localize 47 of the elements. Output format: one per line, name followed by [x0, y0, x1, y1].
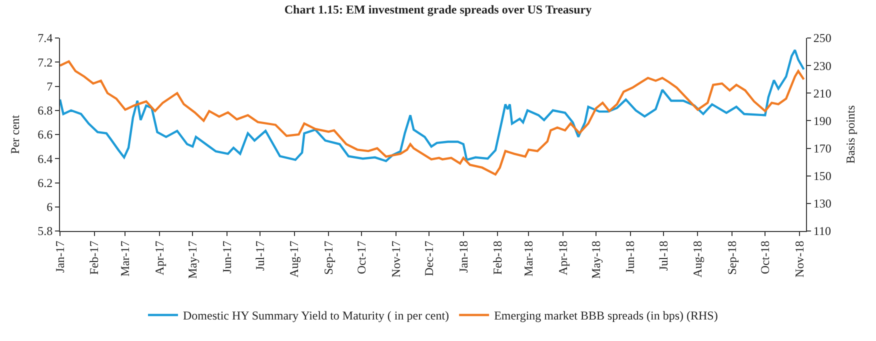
- x-tick-label: Jul-18: [656, 240, 670, 271]
- x-tick-label: Apr-17: [152, 240, 166, 276]
- x-tick-label: Aug-17: [287, 240, 302, 278]
- y-axis-title: Per cent: [8, 114, 22, 154]
- y-tick-label: 5.8: [38, 224, 53, 238]
- y-tick-label: 6.4: [38, 152, 53, 166]
- y2-tick-label: 170: [813, 141, 832, 156]
- y2-tick-label: 110: [813, 224, 831, 238]
- y-tick-label: 6.6: [38, 128, 53, 142]
- y2-axis-title: Basis points: [843, 105, 858, 164]
- legend-label: Emerging market BBB spreads (in bps) (RHS): [494, 308, 718, 323]
- x-tick-label: Apr-18: [556, 240, 570, 276]
- y-tick-label: 7.4: [38, 31, 53, 46]
- y2-tick-label: 230: [813, 58, 832, 73]
- x-tick-label: Sep-17: [321, 240, 336, 275]
- y2-tick-label: 130: [813, 196, 832, 211]
- x-tick-label: Oct-18: [758, 240, 772, 274]
- y2-tick-label: 150: [813, 169, 832, 184]
- y-tick-label: 6.8: [38, 104, 53, 118]
- y-tick-label: 6: [46, 200, 53, 214]
- y2-tick-label: 190: [813, 114, 832, 128]
- y-tick-label: 7: [46, 79, 53, 94]
- y-tick-label: 7.2: [38, 55, 53, 70]
- legend-label: Domestic HY Summary Yield to Maturity ( in per cent): [183, 308, 450, 323]
- x-tick-label: May-17: [186, 240, 200, 279]
- x-tick-label: May-18: [588, 240, 603, 279]
- chart-title: Chart 1.15: EM investment grade spreads over US Treasury: [284, 2, 592, 17]
- line-series: [60, 48, 805, 162]
- x-tick-label: Jan-18: [456, 240, 470, 273]
- x-tick-label: Aug-18: [690, 240, 705, 278]
- x-tick-label: Oct-17: [354, 240, 369, 274]
- x-tick-label: Jan-17: [52, 240, 67, 273]
- x-tick-label: Feb-18: [490, 240, 505, 275]
- x-tick-label: Jun-17: [220, 240, 234, 274]
- x-tick-label: Nov-17: [388, 240, 403, 278]
- x-tick-label: Jun-18: [623, 240, 638, 274]
- x-tick-label: Mar-17: [118, 240, 132, 277]
- x-tick-label: Sep-18: [724, 240, 739, 275]
- y2-tick-label: 250: [813, 31, 832, 46]
- x-tick-label: Jul-17: [252, 240, 267, 271]
- y-tick-label: 6.2: [38, 176, 53, 190]
- x-tick-label: Dec-17: [422, 240, 436, 276]
- y2-tick-label: 210: [813, 86, 832, 100]
- line-series: [60, 60, 805, 176]
- x-tick-label: Nov-18: [792, 240, 806, 278]
- x-tick-label: Feb-17: [87, 240, 102, 275]
- x-tick-label: Mar-18: [522, 240, 536, 277]
